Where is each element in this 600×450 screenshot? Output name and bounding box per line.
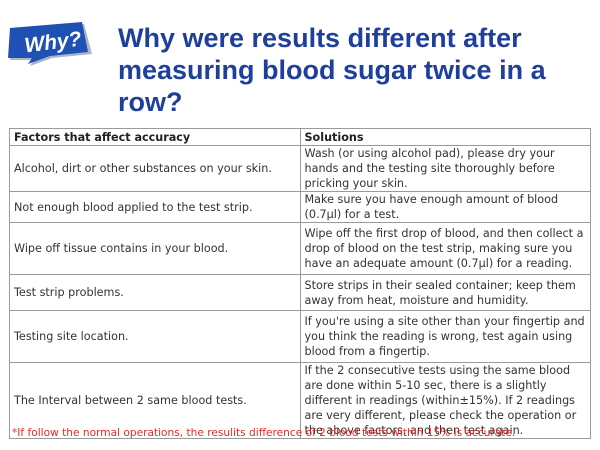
table-row: Wipe off tissue contains in your blood. … bbox=[9, 222, 591, 275]
factors-table: Factors that affect accuracy Solutions A… bbox=[9, 128, 591, 439]
table-header-row: Factors that affect accuracy Solutions bbox=[9, 128, 591, 146]
table-row: Testing site location. If you're using a… bbox=[9, 310, 591, 363]
solution-cell: Make sure you have enough amount of bloo… bbox=[299, 191, 591, 223]
factor-cell: Testing site location. bbox=[9, 310, 301, 363]
page-title: Why were results different after measuri… bbox=[118, 23, 546, 117]
header-factors: Factors that affect accuracy bbox=[9, 128, 301, 146]
factor-cell: Test strip problems. bbox=[9, 274, 301, 311]
solution-cell: If you're using a site other than your f… bbox=[299, 310, 591, 363]
solution-cell: If the 2 consecutive tests using the sam… bbox=[299, 362, 591, 439]
table-row: Alcohol, dirt or other substances on you… bbox=[9, 145, 591, 192]
table-row: The Interval between 2 same blood tests.… bbox=[9, 362, 591, 439]
header-solutions: Solutions bbox=[299, 128, 591, 146]
factor-cell: Not enough blood applied to the test str… bbox=[9, 191, 301, 223]
solution-cell: Wash (or using alcohol pad), please dry … bbox=[299, 145, 591, 192]
factor-cell: Alcohol, dirt or other substances on you… bbox=[9, 145, 301, 192]
table-row: Test strip problems. Store strips in the… bbox=[9, 274, 591, 311]
factor-cell: The Interval between 2 same blood tests. bbox=[9, 362, 301, 439]
solution-cell: Wipe off the first drop of blood, and th… bbox=[299, 222, 591, 275]
solution-cell: Store strips in their sealed container; … bbox=[299, 274, 591, 311]
accuracy-footnote: *If follow the normal operations, the re… bbox=[12, 427, 516, 439]
why-badge: Why? bbox=[6, 22, 98, 66]
speech-bubble-icon bbox=[8, 22, 92, 66]
table-row: Not enough blood applied to the test str… bbox=[9, 191, 591, 223]
factor-cell: Wipe off tissue contains in your blood. bbox=[9, 222, 301, 275]
